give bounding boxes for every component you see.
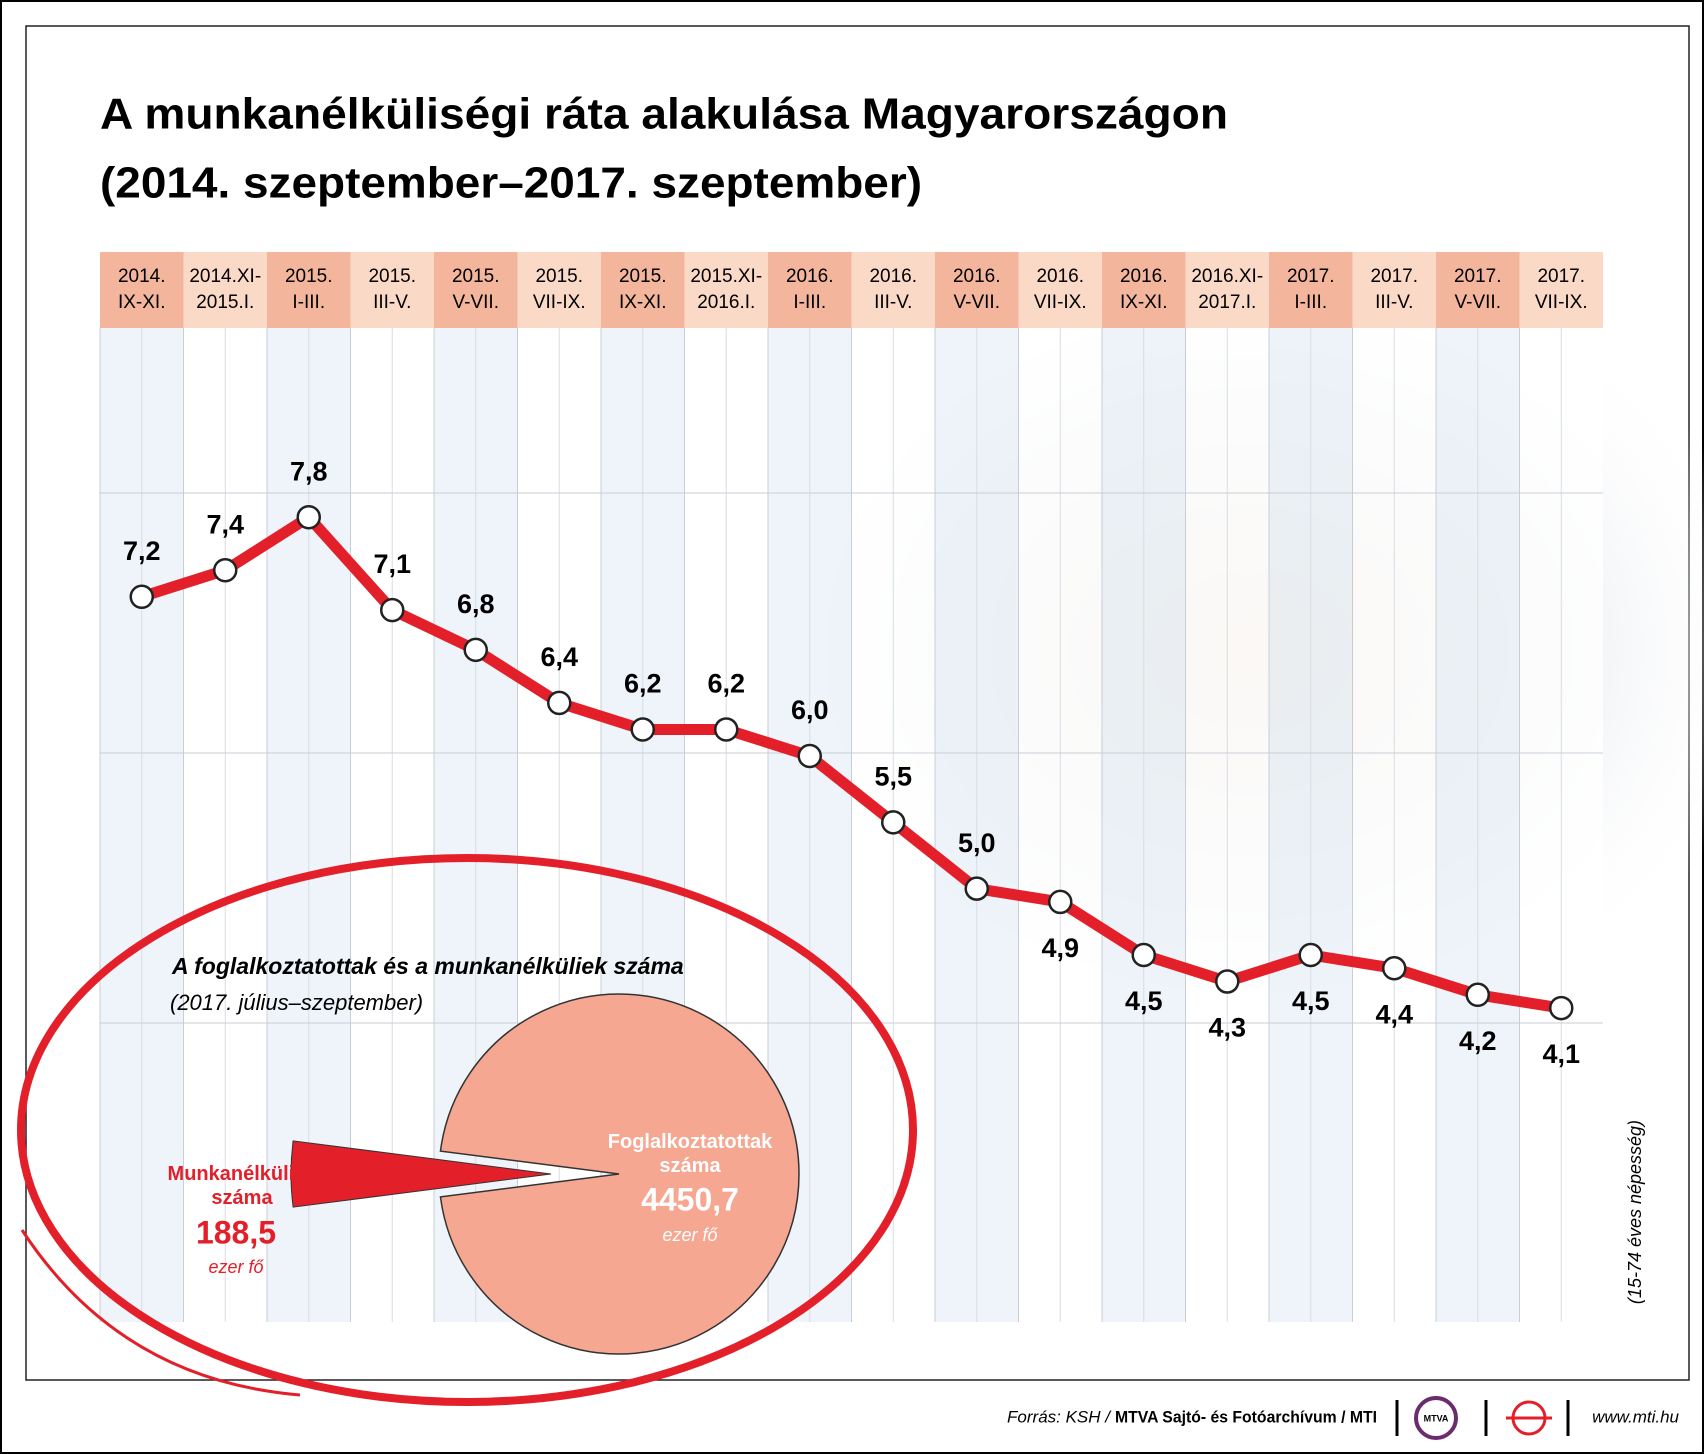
slice-value: 4450,7 [641, 1181, 739, 1217]
x-tick-label: 2017. I-III. [1287, 266, 1335, 313]
x-tick-label: 2015. IX-XI. [619, 266, 667, 313]
value-label: 6,0 [791, 695, 829, 725]
header-cell [1436, 252, 1520, 328]
value-label: 4,5 [1125, 986, 1163, 1016]
pie-slice [290, 1140, 552, 1208]
x-tick-label: 2015. III-V. [368, 266, 416, 313]
data-point [1298, 942, 1323, 968]
value-label: 4,9 [1041, 933, 1079, 963]
header-cell [1102, 252, 1186, 328]
header-cell [851, 252, 935, 328]
header-cell [350, 252, 434, 328]
x-tick-label: 2017. VII-IX. [1535, 266, 1588, 313]
value-label: 4,2 [1459, 1026, 1497, 1056]
x-tick-label: 2016.XI-2017.I. [1191, 266, 1263, 313]
pie-subtitle: (2017. július–szeptember) [170, 990, 423, 1015]
value-label: 5,0 [958, 828, 996, 858]
header-cell [935, 252, 1019, 328]
data-point [1382, 956, 1407, 981]
x-tick-label: 2015. I-III. [285, 266, 333, 313]
columns: 2014. IX-XI. 2014.XI-2015.I. 2015. I-III. 201… [99, 252, 1603, 1322]
header-cell [684, 252, 768, 328]
footer-source: MTVA Sajtó- és Fotóarchívum / MTI [1115, 1407, 1377, 1426]
footer-url: www.mti.hu [1592, 1407, 1679, 1426]
value-label: 7,4 [206, 509, 244, 539]
data-line [140, 511, 1563, 1014]
data-point [1215, 969, 1240, 994]
value-label: 6,2 [707, 669, 745, 699]
data-point [797, 743, 822, 769]
value-label: 6,8 [457, 589, 495, 619]
header-cell [1185, 252, 1269, 328]
footer: Forrás: KSH / MTVA Sajtó- és Fotóarchívu… [1007, 1396, 1680, 1440]
header-cell [183, 252, 267, 328]
data-point [630, 717, 655, 742]
value-label: 4,1 [1542, 1039, 1580, 1069]
ellipse-tail [20, 1229, 301, 1397]
slice-value: 188,5 [196, 1214, 276, 1250]
side-note: (15-74 éves népesség) [1625, 1120, 1645, 1304]
x-tick-label: 2016. IX-XI. [1120, 266, 1168, 313]
value-label: 4,4 [1375, 999, 1413, 1029]
value-label: 6,4 [540, 642, 578, 672]
data-point [1465, 982, 1490, 1008]
header-cell [1269, 252, 1353, 328]
x-tick-label: 2015. VII-IX. [533, 266, 586, 313]
value-label: 4,5 [1292, 986, 1330, 1016]
header-cell [267, 252, 351, 328]
x-tick-label: 2016. III-V. [869, 266, 917, 313]
highlight-ellipse [17, 854, 917, 1406]
data-point [1048, 889, 1073, 915]
value-label: 7,1 [373, 549, 411, 579]
line-chart: 7,2 7,4 7,8 7,1 6,8 6,4 6,2 6,2 6,0 5,5 5,0 4,9 4,5 4… [123, 456, 1580, 1069]
x-tick-label: 2017. III-V. [1370, 266, 1418, 313]
pointer-arrow [318, 1167, 349, 1183]
data-point [1131, 942, 1156, 968]
value-label: 6,2 [624, 669, 662, 699]
header-cell [1352, 252, 1436, 328]
data-point [1549, 995, 1574, 1021]
x-tick-label: 2014. IX-XI. [118, 266, 166, 313]
header-cell [100, 252, 184, 328]
chart-title: A munkanélküliségi ráta alakulása Magyar… [100, 90, 1228, 139]
data-point [881, 810, 906, 835]
header-cell [434, 252, 518, 328]
x-tick-label: 2017. V-VII. [1454, 266, 1502, 313]
slice-unit: ezer fő [208, 1257, 264, 1277]
data-point [380, 597, 405, 623]
logo-mtva [1414, 1396, 1458, 1440]
x-tick-label: 2016. VII-IX. [1034, 266, 1087, 313]
data-point [213, 558, 238, 583]
value-label: 7,2 [123, 536, 161, 566]
header-cell [601, 252, 685, 328]
x-tick-label: 2016. V-VII. [953, 266, 1001, 313]
logo-text: MTVA [1424, 1413, 1449, 1423]
slice-unit: ezer fő [662, 1225, 718, 1245]
x-tick-label: 2015.XI-2016.I. [690, 266, 762, 313]
header-cell [1018, 252, 1102, 328]
data-point [129, 584, 154, 610]
footer-source-prefix: Forrás: KSH / [1007, 1407, 1112, 1426]
pie-title: A foglalkoztatottak és a munkanélküliek … [171, 953, 684, 979]
data-point [964, 876, 989, 901]
x-tick-label: 2016. I-III. [786, 266, 834, 313]
chart-subtitle: (2014. szeptember–2017. szeptember) [100, 159, 922, 208]
value-label: 4,3 [1208, 1013, 1246, 1043]
header-cell [768, 252, 852, 328]
value-label: 5,5 [874, 761, 912, 791]
x-tick-label: 2014.XI-2015.I. [189, 266, 261, 313]
value-label: 7,8 [290, 456, 328, 486]
pie-slice [439, 993, 800, 1355]
data-point [463, 637, 488, 663]
data-point [296, 504, 321, 530]
slice-label: Munkanélküliek száma [168, 1163, 318, 1209]
data-point [547, 690, 572, 716]
header-cell [517, 252, 601, 328]
slice-label: Foglalkoztatottak száma [608, 1131, 773, 1177]
pie-chart: Foglalkoztatottak száma 4450,7 ezer fő Munka… [168, 993, 800, 1355]
header-cell [1519, 252, 1603, 328]
data-point [714, 717, 739, 742]
x-tick-label: 2015. V-VII. [452, 266, 500, 313]
